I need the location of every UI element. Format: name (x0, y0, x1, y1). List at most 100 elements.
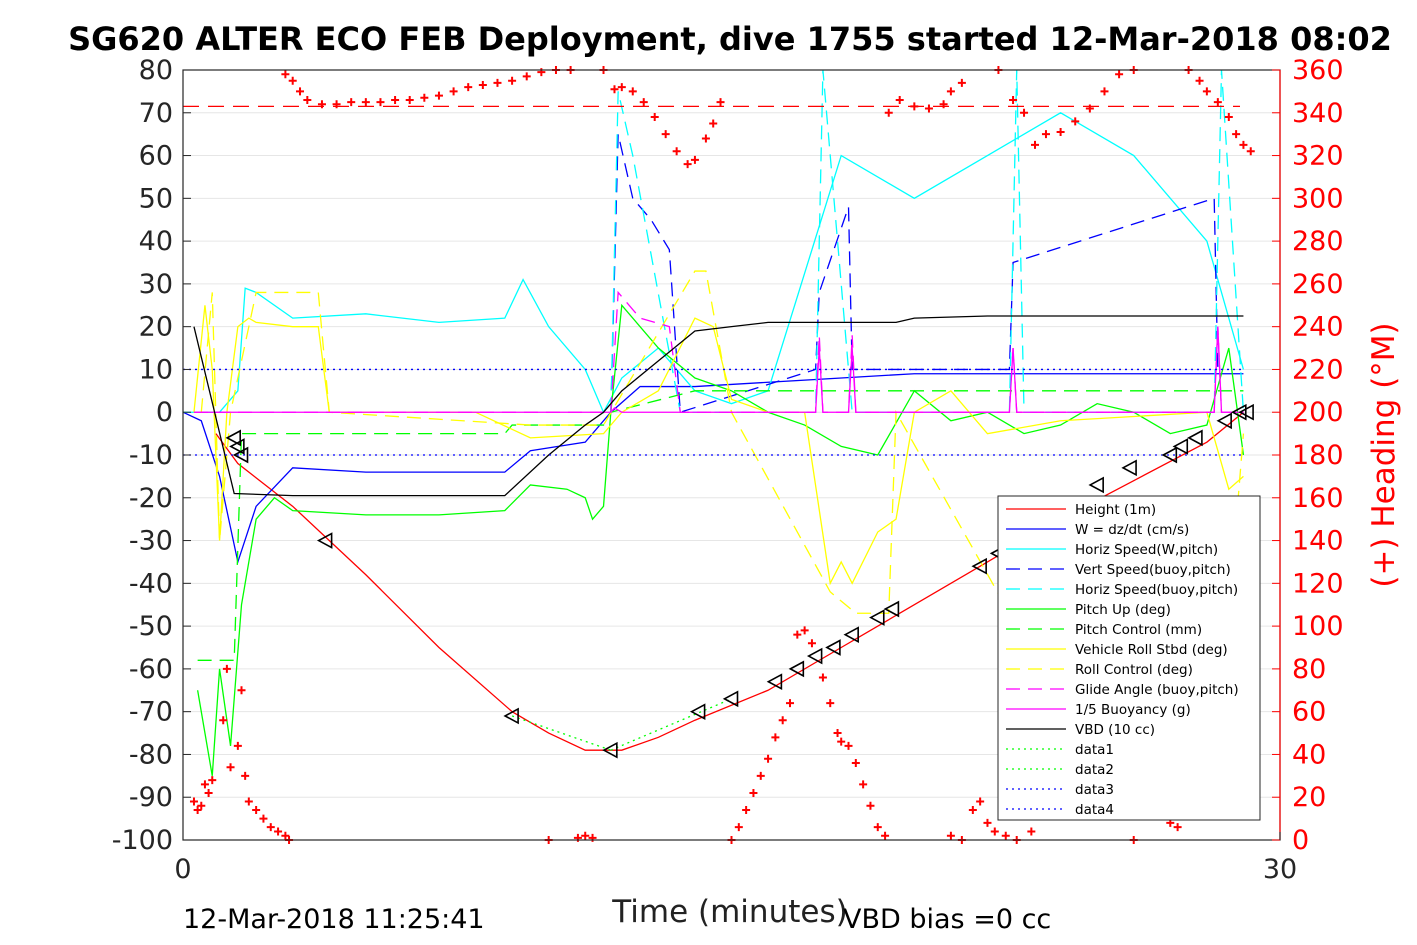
triangle-marker (1088, 476, 1104, 494)
heading-marker (866, 801, 875, 810)
heading-marker (924, 104, 933, 113)
triangle-marker (1216, 412, 1232, 430)
heading-marker (617, 83, 626, 92)
left-tick-label: 10 (139, 354, 173, 385)
left-tick-label: -50 (129, 611, 173, 642)
right-tick-label: 0 (1292, 825, 1309, 856)
heading-marker (493, 78, 502, 87)
right-tick-label: 320 (1292, 141, 1344, 172)
heading-marker (844, 741, 853, 750)
triangle-marker (869, 609, 885, 626)
heading-marker (807, 639, 816, 648)
heading-marker (405, 95, 414, 104)
triangle-marker (1231, 403, 1247, 421)
right-tick-label: 140 (1292, 526, 1344, 557)
heading-marker (1031, 140, 1039, 149)
series-line (200, 270, 1245, 614)
heading-marker (241, 771, 250, 780)
right-tick-label: 80 (1292, 654, 1326, 685)
left-tick-label: 80 (139, 55, 173, 86)
left-tick-label: -90 (129, 782, 173, 813)
heading-marker (837, 737, 846, 746)
legend-label: Height (1m) (1075, 502, 1156, 518)
right-tick-label: 40 (1292, 739, 1326, 770)
series-line (196, 303, 1245, 776)
series-line (610, 698, 732, 751)
heading-marker (332, 100, 341, 109)
right-tick-label: 300 (1292, 183, 1344, 214)
heading-marker (288, 76, 297, 85)
heading-marker (1173, 823, 1182, 832)
right-tick-label: 180 (1292, 440, 1344, 471)
timestamp-footer: 12-Mar-2018 11:25:41 (183, 904, 485, 935)
heading-marker (1239, 140, 1248, 149)
heading-marker (833, 729, 842, 738)
left-tick-label: -30 (129, 526, 173, 557)
heading-marker (281, 70, 290, 79)
heading-marker (1202, 87, 1211, 96)
heading-marker (1085, 104, 1094, 113)
heading-marker (859, 780, 868, 789)
heading-marker (683, 160, 692, 169)
legend-label: 1/5 Buoyancy (g) (1075, 702, 1191, 718)
x-tick-label: 0 (174, 854, 191, 885)
left-tick-label: -20 (129, 483, 173, 514)
heading-marker (588, 833, 597, 842)
heading-marker (628, 87, 637, 96)
triangle-marker (229, 438, 245, 455)
heading-marker (434, 91, 443, 100)
legend: Height (1m) W = dz/dt (cm/s) Horiz Speed(W… (997, 495, 1261, 821)
vbd-bias-footer: VBD bias =0 cc (843, 904, 1051, 935)
legend-label: Pitch Control (mm) (1075, 622, 1202, 638)
left-tick-label: -70 (129, 697, 173, 728)
legend-label: Horiz Speed(buoy,pitch) (1075, 582, 1238, 598)
heading-marker (391, 95, 400, 104)
heading-marker (200, 780, 209, 789)
heading-marker (1232, 130, 1241, 139)
heading-marker (771, 733, 780, 742)
triangle-marker (225, 429, 241, 447)
legend-label: Glide Angle (buoy,pitch) (1075, 682, 1239, 698)
right-tick-label: 280 (1292, 226, 1344, 257)
legend-label: data4 (1075, 802, 1114, 818)
heading-marker (420, 93, 429, 102)
heading-marker (976, 797, 985, 806)
triangle-marker (316, 532, 333, 549)
triangle-marker (722, 690, 739, 708)
left-axis: 80 70 60 50 40 30 20 10 0 -10 -20 -30 -40 -50 -60 -70 -8… (112, 55, 191, 856)
series-line (193, 305, 1244, 586)
heading-marker (274, 827, 283, 836)
right-tick-label: 160 (1292, 483, 1344, 514)
heading-marker (734, 823, 743, 832)
heading-marker (1115, 70, 1124, 79)
left-tick-label: -100 (112, 825, 173, 856)
heading-marker (895, 95, 904, 104)
heading-marker (851, 759, 860, 767)
heading-marker (910, 102, 919, 111)
heading-marker (968, 806, 977, 815)
left-tick-label: 20 (139, 312, 173, 343)
heading-marker (252, 806, 261, 815)
triangle-marker (883, 600, 900, 618)
heading-marker (786, 699, 795, 708)
heading-marker (793, 630, 802, 639)
left-tick-label: 50 (139, 183, 173, 214)
left-tick-label: 40 (139, 226, 173, 257)
series-line (193, 315, 1244, 497)
triangle-marker (788, 660, 805, 678)
left-tick-label: -10 (129, 440, 173, 471)
heading-marker (983, 818, 992, 827)
heading-marker (639, 98, 648, 107)
right-tick-label: 120 (1292, 568, 1344, 599)
heading-marker (204, 788, 213, 797)
heading-marker (376, 98, 385, 107)
heading-marker (990, 827, 999, 836)
legend-label: Horiz Speed(W,pitch) (1075, 542, 1218, 558)
heading-marker (296, 87, 305, 96)
triangle-marker (1172, 438, 1189, 455)
legend-label: data1 (1075, 742, 1114, 758)
heading-marker (266, 823, 275, 832)
heading-marker (1020, 108, 1029, 117)
right-axis-label: (+) Heading (°M) (1366, 322, 1402, 587)
right-tick-label: 220 (1292, 354, 1344, 385)
